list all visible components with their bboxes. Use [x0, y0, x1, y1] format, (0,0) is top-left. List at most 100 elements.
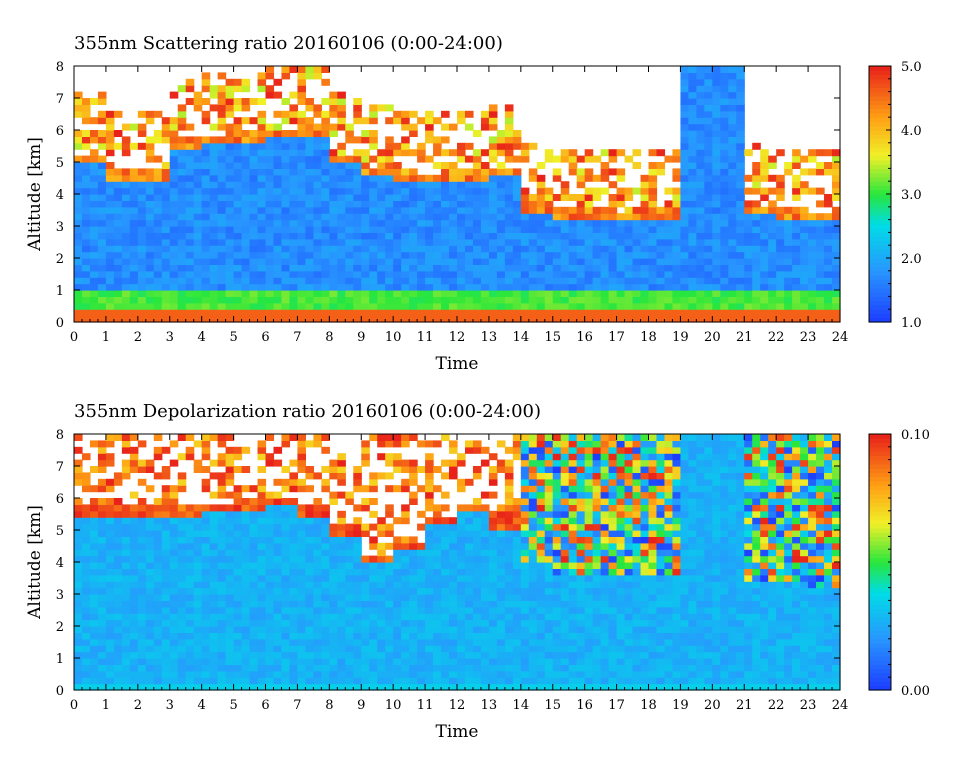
heatmap-cell	[305, 440, 314, 448]
heatmap-cell	[632, 162, 642, 169]
heatmap-cell	[297, 309, 306, 317]
heatmap-cell	[704, 226, 713, 233]
heatmap-cell	[273, 523, 283, 531]
heatmap-cell	[177, 594, 187, 601]
heatmap-cell	[512, 549, 522, 557]
heatmap-cell	[504, 619, 514, 627]
heatmap-cell	[225, 555, 235, 563]
heatmap-cell	[193, 658, 203, 665]
heatmap-cell	[217, 174, 227, 182]
heatmap-cell	[225, 309, 235, 317]
heatmap-cell	[385, 238, 394, 246]
heatmap-cell	[385, 677, 394, 685]
heatmap-cell	[137, 587, 147, 595]
heatmap-cell	[512, 181, 522, 189]
heatmap-cell	[449, 149, 458, 157]
heatmap-cell	[488, 296, 498, 304]
heatmap-cell	[417, 626, 426, 633]
heatmap-cell	[560, 245, 570, 253]
heatmap-cell	[457, 194, 466, 201]
heatmap-cell	[752, 270, 761, 278]
heatmap-cell	[441, 574, 450, 582]
heatmap-cell	[369, 619, 378, 627]
heatmap-cell	[217, 600, 227, 608]
heatmap-cell	[74, 683, 83, 691]
heatmap-cell	[600, 290, 610, 297]
colorbar-cell	[869, 112, 891, 118]
heatmap-cell	[313, 238, 322, 246]
heatmap-cell	[97, 174, 107, 182]
heatmap-cell	[337, 258, 346, 265]
heatmap-cell	[608, 315, 618, 323]
heatmap-cell	[457, 670, 466, 678]
heatmap-cell	[393, 283, 402, 291]
heatmap-cell	[273, 258, 283, 265]
heatmap-cell	[185, 600, 195, 608]
heatmap-cell	[728, 91, 737, 99]
heatmap-cell	[736, 155, 745, 163]
heatmap-cell	[89, 238, 99, 246]
heatmap-cell	[792, 174, 801, 182]
heatmap-cell	[113, 677, 123, 685]
heatmap-cell	[720, 315, 729, 323]
heatmap-cell	[496, 149, 506, 157]
heatmap-cell	[472, 600, 482, 608]
heatmap-cell	[544, 258, 554, 265]
heatmap-cell	[185, 658, 195, 665]
heatmap-cell	[321, 446, 330, 454]
heatmap-cell	[417, 645, 426, 653]
heatmap-cell	[425, 226, 434, 233]
heatmap-cell	[544, 270, 554, 278]
heatmap-cell	[728, 110, 737, 118]
heatmap-cell	[185, 606, 195, 614]
heatmap-cell	[297, 619, 306, 627]
heatmap-cell	[464, 478, 474, 486]
heatmap-cell	[241, 568, 251, 576]
heatmap-cell	[201, 264, 211, 272]
heatmap-cell	[297, 290, 306, 297]
heatmap-cell	[209, 587, 219, 595]
heatmap-cell	[161, 645, 171, 653]
heatmap-cell	[361, 606, 370, 614]
heatmap-cell	[592, 245, 602, 253]
heatmap-cell	[712, 309, 721, 317]
heatmap-cell	[464, 517, 474, 525]
heatmap-cell	[728, 162, 737, 169]
heatmap-cell	[720, 130, 729, 137]
heatmap-cell	[337, 200, 346, 208]
heatmap-cell	[161, 510, 171, 518]
heatmap-cell	[600, 309, 610, 317]
heatmap-cell	[449, 530, 458, 537]
heatmap-cell	[832, 283, 841, 291]
heatmap-cell	[656, 264, 666, 272]
heatmap-cell	[201, 213, 211, 221]
heatmap-cell	[121, 434, 131, 441]
heatmap-cell	[425, 206, 434, 214]
heatmap-cell	[608, 309, 618, 317]
heatmap-cell	[257, 251, 267, 259]
heatmap-cell	[289, 130, 299, 137]
heatmap-cell	[281, 478, 291, 486]
heatmap-cell	[752, 283, 761, 291]
heatmap-cell	[289, 194, 299, 201]
heatmap-cell	[592, 296, 602, 304]
heatmap-cell	[472, 296, 482, 304]
heatmap-cell	[74, 219, 83, 227]
heatmap-cell	[313, 104, 322, 112]
heatmap-cell	[153, 536, 163, 544]
heatmap-cell	[728, 130, 737, 137]
heatmap-cell	[720, 309, 729, 317]
heatmap-cell	[161, 219, 171, 227]
heatmap-cell	[488, 213, 498, 221]
heatmap-cell	[512, 290, 522, 297]
heatmap-cell	[377, 613, 386, 621]
heatmap-cell	[792, 238, 801, 246]
heatmap-cell	[409, 434, 418, 441]
heatmap-cell	[161, 238, 171, 246]
heatmap-cell	[153, 626, 163, 633]
heatmap-cell	[193, 440, 203, 448]
heatmap-cell	[401, 587, 410, 595]
heatmap-cell	[337, 606, 346, 614]
heatmap-cell	[297, 194, 306, 201]
heatmap-cell	[81, 290, 91, 297]
